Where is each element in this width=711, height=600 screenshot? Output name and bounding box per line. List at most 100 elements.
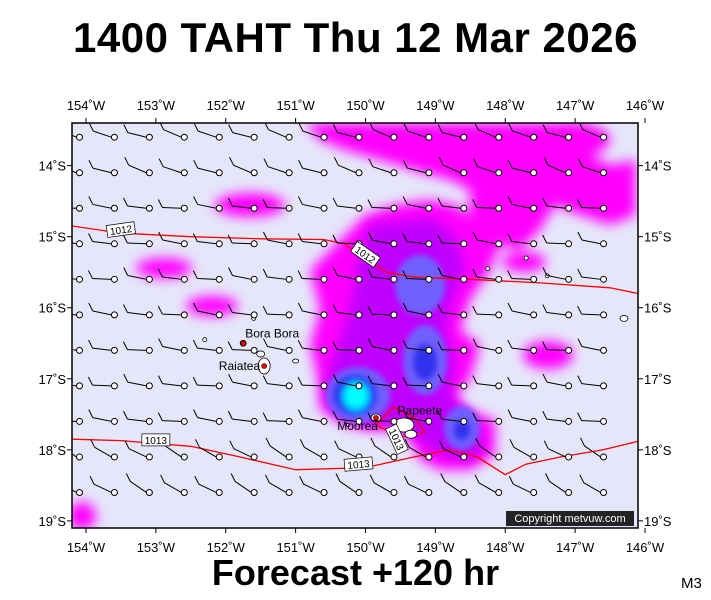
wind-barb-feather	[507, 409, 513, 418]
wind-barb	[72, 346, 83, 354]
wind-station-circle	[530, 169, 538, 177]
isobar-label-box	[105, 221, 137, 238]
wind-barb-feather	[402, 270, 408, 279]
wind-barb-feather	[402, 159, 408, 169]
wind-barb	[437, 267, 468, 283]
wind-station-circle	[320, 275, 328, 283]
wind-station-circle	[460, 275, 468, 283]
wind-barb-feather	[542, 304, 548, 313]
wind-barb	[577, 199, 608, 212]
wind-barb-feather	[437, 304, 443, 313]
wind-barb	[72, 169, 83, 177]
wind-barb	[228, 373, 258, 390]
longitude-label-top: 151˚W	[276, 98, 315, 113]
longitude-labels-top: 154˚W 153˚W 152˚W 151˚W 150˚W 149˚W 148˚W 147˚W…	[67, 98, 665, 123]
wind-station-circle	[390, 133, 398, 141]
wind-barb-staff	[338, 164, 357, 174]
wind-barb-feather	[577, 338, 583, 347]
wind-station-circle	[425, 311, 433, 319]
wind-station-circle	[180, 417, 188, 425]
wind-barbs	[54, 122, 608, 496]
wind-barb-staff	[302, 167, 322, 174]
wind-station-circle	[285, 453, 293, 461]
wind-station-circle	[320, 204, 328, 212]
island-outline	[256, 350, 266, 358]
wind-barb	[472, 338, 503, 354]
wind-barb-staff	[93, 130, 112, 138]
wind-station-circle	[75, 275, 83, 283]
wind-barb	[543, 156, 573, 177]
wind-barb-feather	[472, 338, 478, 347]
wind-barb-feather	[437, 410, 443, 420]
wind-barb-feather	[577, 199, 583, 208]
wind-barb-staff	[373, 482, 392, 493]
wind-station-circle	[495, 169, 503, 177]
wind-barb	[437, 373, 468, 390]
wind-station-circle	[425, 204, 433, 212]
island-outline	[404, 429, 418, 439]
wind-barb-feather	[542, 234, 548, 244]
wind-barb-staff	[232, 381, 252, 387]
longitude-label-bottom: 147˚W	[556, 540, 595, 555]
wind-barb	[194, 476, 223, 496]
wind-barb-feather	[228, 373, 233, 383]
wind-barb	[474, 474, 503, 496]
longitude-label-bottom: 151˚W	[276, 540, 315, 555]
wind-barb	[228, 124, 258, 141]
wind-station-circle	[565, 240, 573, 248]
wind-station-circle	[75, 311, 83, 319]
wind-barb-feather	[124, 156, 130, 166]
wind-barb-staff	[371, 420, 391, 422]
wind-barb	[335, 473, 363, 496]
wind-barb	[193, 409, 223, 425]
wind-barb	[262, 375, 293, 390]
wind-barb-feather	[475, 437, 481, 447]
wind-station-circle	[75, 382, 83, 390]
wind-station-circle	[75, 417, 83, 425]
wind-station-circle	[390, 382, 398, 390]
wind-barb-staff	[476, 313, 496, 316]
wind-barb	[542, 410, 573, 425]
wind-station-circle	[460, 453, 468, 461]
wind-barb-staff	[127, 132, 147, 138]
wind-barb-feather	[157, 305, 163, 315]
wind-barb-feather	[472, 375, 478, 384]
wind-barb-feather	[157, 199, 163, 208]
wind-barb	[157, 412, 188, 425]
wind-barb-staff	[197, 347, 217, 351]
wind-barb-staff	[408, 483, 427, 493]
place-marker	[261, 363, 267, 369]
wind-barb	[123, 304, 153, 319]
wind-barb	[193, 159, 223, 177]
wind-station-circle	[390, 204, 398, 212]
wind-barb	[227, 304, 258, 319]
wind-barb-feather	[54, 269, 58, 277]
wind-barb-staff	[92, 167, 112, 174]
wind-barb-staff	[92, 240, 112, 245]
wind-barb	[88, 233, 118, 248]
wind-station-circle	[215, 488, 223, 496]
wind-barb-feather	[335, 473, 341, 482]
wind-station-circle	[250, 204, 258, 212]
longitude-label-top: 153˚W	[137, 98, 176, 113]
wind-barb	[262, 199, 293, 212]
wind-barb-feather	[332, 341, 338, 350]
wind-barb	[367, 338, 398, 354]
wind-station-circle	[460, 311, 468, 319]
wind-barb-feather	[543, 156, 549, 166]
wind-barb-feather	[228, 267, 233, 276]
wind-barb-feather	[370, 437, 376, 447]
wind-barb-staff	[72, 314, 77, 316]
wind-barb	[402, 376, 433, 390]
wind-barb	[89, 476, 118, 496]
wind-barb	[507, 196, 538, 212]
place-label: Raiatea	[219, 359, 261, 373]
wind-barb-staff	[269, 482, 287, 493]
wind-barb	[157, 199, 188, 212]
wind-barb-staff	[337, 132, 357, 138]
wind-barb	[192, 376, 223, 390]
wind-barb-staff	[302, 240, 322, 245]
wind-barb-feather	[123, 410, 128, 420]
wind-barb-feather	[55, 122, 59, 130]
wind-barb-feather	[298, 123, 304, 132]
